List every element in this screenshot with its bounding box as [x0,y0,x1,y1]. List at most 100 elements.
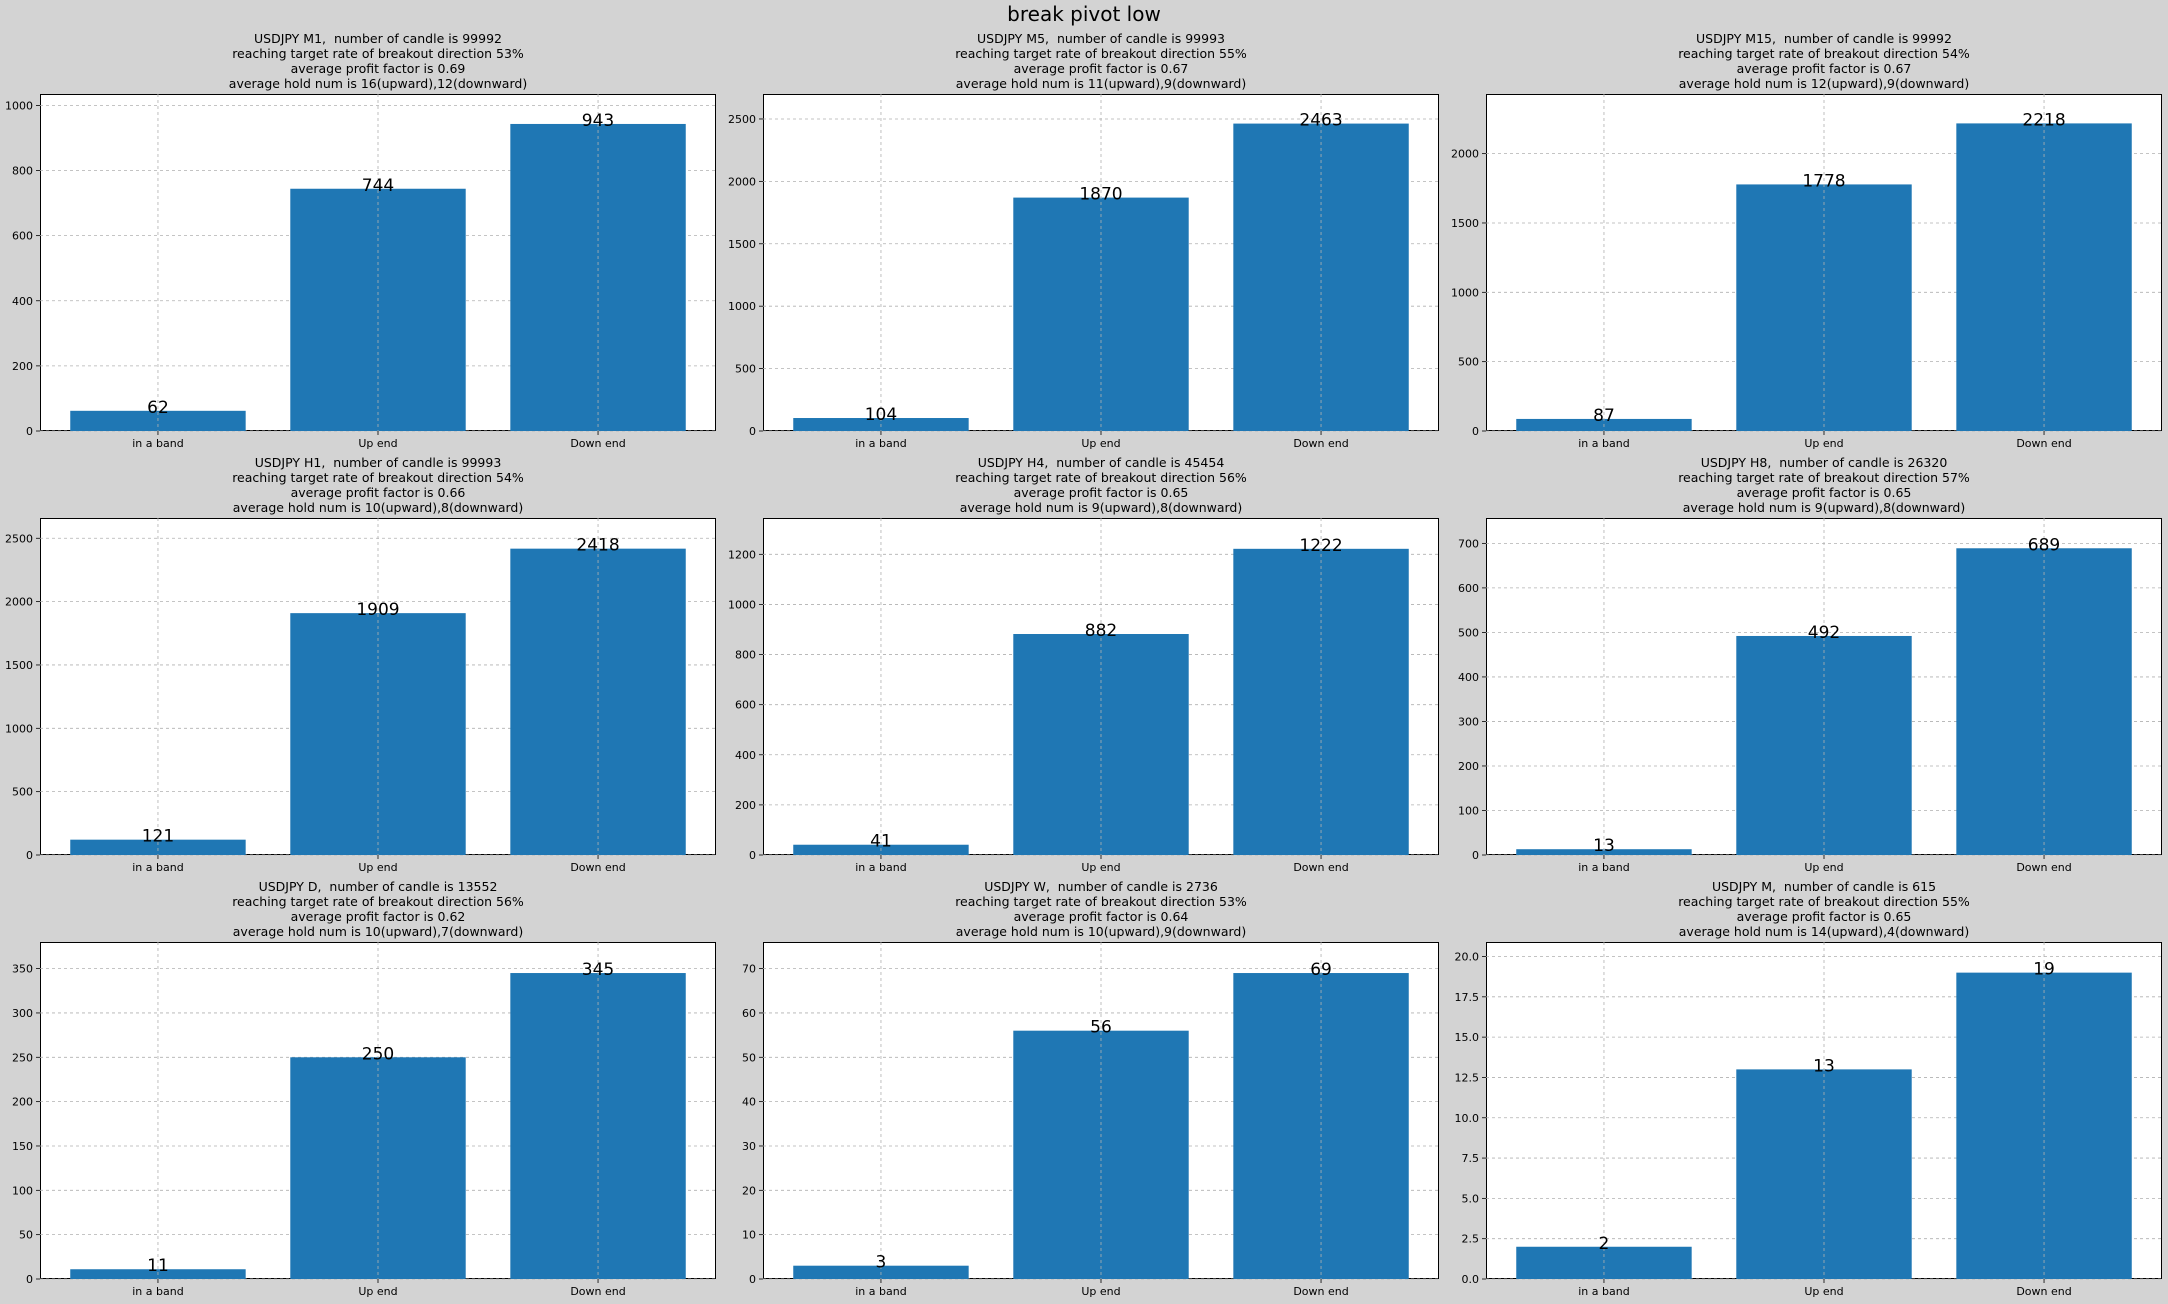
y-tick-label: 2000 [5,596,33,609]
bar-value-label: 19 [2033,960,2055,980]
x-tick-label: Up end [1804,1285,1843,1298]
subplot-2: USDJPY M5, number of candle is 99993 reac… [723,31,1479,451]
bar-down-end [510,973,686,1279]
y-tick-label: 0 [1472,425,1479,438]
x-tick-label: Up end [358,437,397,450]
bar-up-end [290,1057,466,1279]
bar-value-label: 744 [362,176,394,196]
bar-chart-svg: 0 500 1000 1500 2000 2500 121 in a band 1909 Up e… [5,518,716,874]
subplot-title-line: average hold num is 10(upward),9(downwar… [955,924,1247,939]
y-tick-label: 150 [12,1140,33,1153]
subplot-title-line: reaching target rate of breakout directi… [1678,894,1970,909]
bar-value-label: 1778 [1802,171,1845,191]
x-tick-label: Up end [1081,861,1120,874]
x-tick-label: Down end [2016,437,2071,450]
y-tick-label: 2000 [728,175,756,188]
subplot-title-line: reaching target rate of breakout directi… [955,470,1247,485]
y-tick-label: 0 [26,425,33,438]
subplot-title-line: USDJPY W, number of candle is 2736 [984,879,1218,894]
y-tick-label: 1500 [1451,217,1479,230]
bar-value-label: 943 [582,111,614,131]
y-tick-label: 1000 [1451,286,1479,299]
subplot-5: USDJPY H4, number of candle is 45454 reac… [723,455,1479,875]
y-tick-label: 400 [1458,671,1479,684]
subplot-title-line: USDJPY M, number of candle is 615 [1711,879,1937,894]
y-tick-label: 0 [749,1273,756,1286]
y-tick-label: 0 [1472,849,1479,862]
y-tick-label: 300 [1458,715,1479,728]
y-tick-label: 1000 [728,598,756,611]
subplot-title-line: average hold num is 16(upward),12(downwa… [228,76,528,91]
subplot-title-line: average hold num is 10(upward),8(downwar… [232,500,524,515]
x-tick-label: in a band [132,861,183,874]
subplot-title-line: USDJPY H8, number of candle is 26320 [1700,455,1948,470]
subplot-title-line: average profit factor is 0.69 [290,61,466,76]
subplot-3: USDJPY M15, number of candle is 99992 rea… [1446,31,2168,451]
x-tick-label: in a band [855,1285,906,1298]
y-tick-label: 1500 [728,238,756,251]
y-tick-label: 100 [12,1184,33,1197]
y-tick-label: 1200 [728,548,756,561]
x-tick-label: Down end [570,1285,625,1298]
y-tick-label: 20.0 [1455,951,1480,964]
subplot-title-line: USDJPY M5, number of candle is 99993 [977,31,1225,46]
bar-in-a-band [70,839,246,855]
bar-value-label: 689 [2028,535,2060,555]
bar-value-label: 11 [147,1256,169,1276]
bar-value-label: 13 [1593,836,1615,856]
subplot-8: USDJPY W, number of candle is 2736 reachi… [723,879,1479,1299]
x-tick-label: Down end [1293,437,1348,450]
y-tick-label: 800 [12,165,33,178]
bar-value-label: 2 [1599,1234,1610,1254]
subplot-7: USDJPY D, number of candle is 13552 reach… [0,879,756,1299]
y-tick-label: 60 [742,1007,756,1020]
subplot-4: USDJPY H1, number of candle is 99993 reac… [0,455,756,875]
bar-value-label: 121 [142,827,174,847]
subplot-title-line: average hold num is 9(upward),8(downward… [1682,500,1966,515]
subplot-title-line: average hold num is 11(upward),9(downwar… [955,76,1247,91]
y-tick-label: 0 [26,849,33,862]
y-tick-label: 1000 [5,99,33,112]
x-tick-label: in a band [1578,437,1629,450]
bar-down-end [1233,973,1409,1279]
bar-up-end [1013,197,1189,431]
y-tick-label: 500 [1458,356,1479,369]
subplot-title: USDJPY M, number of candle is 615 reachin… [1446,879,2168,939]
y-tick-label: 400 [12,295,33,308]
bar-value-label: 62 [147,398,169,418]
subplot-title-line: reaching target rate of breakout directi… [1678,470,1970,485]
y-tick-label: 5.0 [1462,1192,1480,1205]
y-tick-label: 0 [26,1273,33,1286]
y-tick-label: 500 [735,363,756,376]
x-tick-label: Down end [2016,861,2071,874]
bar-chart-svg: 0 500 1000 1500 2000 2500 104 in a band 1870 Up e… [728,94,1439,450]
bar-value-label: 41 [870,832,892,852]
y-tick-label: 500 [12,786,33,799]
bar-in-a-band [1516,849,1692,855]
y-tick-label: 50 [19,1229,33,1242]
bar-value-label: 2218 [2022,110,2065,130]
subplot-1: USDJPY M1, number of candle is 99992 reac… [0,31,756,451]
bar-value-label: 882 [1085,621,1117,641]
subplot-title: USDJPY M1, number of candle is 99992 reac… [0,31,756,91]
y-tick-label: 1000 [728,300,756,313]
bar-chart-svg: 0.0 2.5 5.0 7.5 10.0 12.5 15.0 17.5 20.0 2 in a ba… [1455,942,2162,1298]
x-tick-label: Up end [1804,437,1843,450]
y-tick-label: 17.5 [1455,991,1480,1004]
bar-value-label: 250 [362,1044,394,1064]
bar-chart-svg: 0 10 20 30 40 50 60 70 3 in a band 56 Up end 69 Down … [742,942,1439,1298]
y-tick-label: 2500 [728,113,756,126]
y-tick-label: 10.0 [1455,1112,1480,1125]
subplot-title: USDJPY H4, number of candle is 45454 reac… [723,455,1479,515]
subplot-9: USDJPY M, number of candle is 615 reachin… [1446,879,2168,1299]
y-tick-label: 250 [12,1051,33,1064]
x-tick-label: in a band [855,437,906,450]
bar-down-end [510,123,686,431]
x-tick-label: Up end [1081,437,1120,450]
bar-down-end [1956,548,2132,855]
subplot-title: USDJPY M15, number of candle is 99992 rea… [1446,31,2168,91]
y-tick-label: 200 [1458,760,1479,773]
x-tick-label: in a band [132,437,183,450]
y-tick-label: 1500 [5,659,33,672]
